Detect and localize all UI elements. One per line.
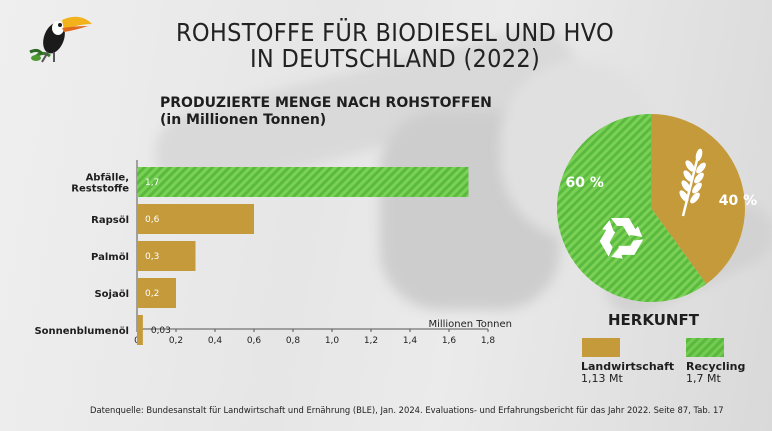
bar-0 [137, 167, 469, 197]
wheat-grain [692, 182, 702, 194]
data-label: 0,03 [151, 326, 171, 336]
recycle-arrow [611, 218, 643, 237]
main-title-line2: IN DEUTSCHLAND (2022) [249, 44, 541, 73]
wheat-grain [683, 170, 693, 182]
herkunft-title: HERKUNFT [608, 311, 699, 329]
category-label: Abfälle, [86, 173, 129, 184]
pie-label: 60 % [565, 175, 603, 191]
legend-value-recycling: 1,7 Mt [686, 372, 721, 385]
wheat-grain [685, 160, 695, 172]
source-note: Datenquelle: Bundesanstalt für Landwirts… [90, 405, 724, 415]
x-tick-label: 1,8 [481, 336, 496, 346]
bar-1 [137, 204, 254, 234]
x-tick-label: 0,2 [169, 336, 183, 346]
wheat-icon [679, 148, 706, 217]
chart-subtitle-line2: (in Millionen Tonnen) [160, 112, 327, 128]
recycle-arrow-body [611, 218, 637, 236]
wheat-grain [694, 172, 704, 184]
recycle-arrow-head [611, 247, 623, 259]
category-label: Reststoffe [71, 184, 129, 195]
data-label: 0,6 [145, 215, 160, 225]
recycle-icon [599, 218, 644, 259]
recycle-arrow-body [599, 227, 616, 257]
pie-label: 40 % [719, 193, 757, 209]
x-tick-label: 1,2 [364, 336, 378, 346]
x-tick-label: 1,0 [325, 336, 340, 346]
wheat-grain [690, 192, 700, 204]
category-label: Palmöl [91, 252, 129, 263]
data-label: 0,3 [145, 252, 159, 262]
x-tick-label: 1,4 [403, 336, 418, 346]
category-label: Sonnenblumenöl [34, 326, 129, 337]
legend-value-landwirtschaft: 1,13 Mt [581, 372, 623, 385]
pie-chart: 40 % 60 % [556, 114, 757, 302]
legend-swatch-landwirtschaft [582, 338, 620, 357]
bar-2 [137, 241, 196, 271]
x-tick-label: 0,8 [286, 336, 301, 346]
category-label: Sojaöl [94, 289, 129, 300]
recycle-arrow [611, 239, 644, 259]
bar-4 [137, 315, 143, 345]
recycle-arrow-body [618, 239, 644, 255]
data-label: 0,2 [145, 289, 159, 299]
toucan-icon [29, 16, 92, 63]
x-tick-label: 0,6 [247, 336, 262, 346]
wheat-grain [696, 162, 706, 174]
x-tick-label: 1,6 [442, 336, 457, 346]
legend-swatch-recycling [686, 338, 724, 357]
recycle-arrow-head [630, 226, 643, 237]
legend-label-landwirtschaft: Landwirtschaft [581, 360, 675, 373]
wheat-grain [679, 190, 689, 202]
x-axis-label: Millionen Tonnen [428, 319, 512, 330]
chart-subtitle-line1: PRODUZIERTE MENGE NACH ROHSTOFFEN [160, 95, 492, 111]
chart-subtitle: PRODUZIERTE MENGE NACH ROHSTOFFEN (in Mi… [160, 95, 492, 129]
wheat-grain [695, 148, 703, 162]
main-title-line1: ROHSTOFFE FÜR BIODIESEL UND HVO [175, 18, 615, 47]
recycle-arrow [599, 220, 616, 257]
x-tick-label: 0,4 [208, 336, 223, 346]
data-label: 1,7 [145, 178, 159, 188]
recycle-arrow-head [602, 220, 614, 232]
main-title: ROHSTOFFE FÜR BIODIESEL UND HVO IN DEUTS… [175, 20, 615, 72]
category-label: Rapsöl [91, 215, 129, 226]
bar-3 [137, 278, 176, 308]
wheat-grain [681, 180, 691, 192]
legend-label-recycling: Recycling [686, 360, 746, 373]
pie-slice-recycling [556, 114, 707, 302]
